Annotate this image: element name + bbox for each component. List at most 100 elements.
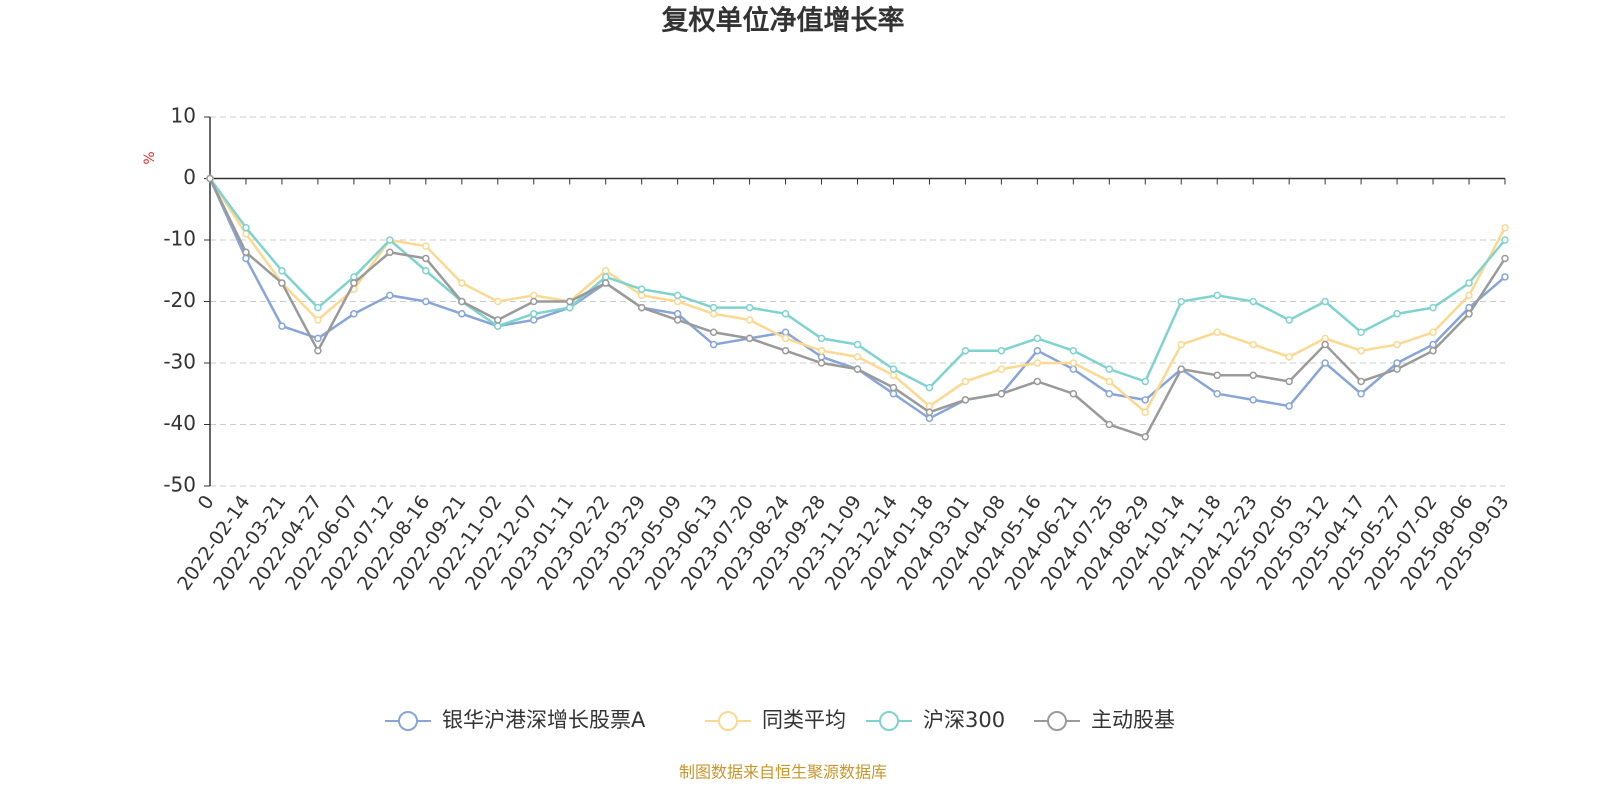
point	[206, 174, 214, 183]
point	[817, 346, 826, 355]
point	[853, 353, 862, 361]
point	[1249, 340, 1257, 349]
point	[278, 322, 286, 330]
y-axis-label: %	[142, 151, 158, 164]
point	[1357, 390, 1365, 398]
point	[1285, 353, 1293, 361]
legend-label: 银华沪港深增长股票A	[442, 708, 646, 732]
point	[565, 297, 574, 306]
point	[1141, 433, 1150, 441]
point	[242, 248, 250, 257]
legend-label: 同类平均	[762, 708, 846, 732]
legend-icon	[398, 711, 418, 731]
point	[889, 383, 898, 392]
point	[1213, 390, 1221, 398]
point	[1501, 223, 1509, 232]
point	[350, 310, 358, 318]
point	[745, 334, 754, 343]
point	[1501, 273, 1509, 281]
point	[1465, 310, 1473, 318]
point	[1105, 365, 1114, 373]
point	[637, 303, 646, 312]
point	[1357, 377, 1365, 386]
point	[350, 279, 358, 287]
point	[1213, 371, 1221, 380]
point	[1321, 334, 1329, 343]
point	[745, 303, 754, 312]
point	[1285, 316, 1293, 324]
point	[386, 236, 394, 244]
point	[601, 267, 610, 275]
series-line	[208, 177, 1507, 415]
legend-label: 主动股基	[1091, 708, 1175, 732]
point	[278, 279, 286, 287]
point	[817, 334, 826, 343]
point	[1285, 402, 1293, 410]
point	[1141, 408, 1150, 416]
y-tick-label: -40	[163, 411, 196, 435]
point	[997, 390, 1006, 398]
point	[278, 267, 286, 275]
point	[709, 310, 718, 318]
point	[530, 291, 538, 300]
point	[1249, 396, 1257, 404]
point	[565, 303, 574, 312]
point	[1501, 236, 1509, 244]
legend-icon	[1047, 711, 1067, 731]
series-line	[208, 177, 1506, 420]
point	[673, 310, 682, 318]
point	[1105, 377, 1114, 386]
point	[745, 316, 754, 324]
point	[1069, 346, 1078, 355]
point	[1429, 328, 1437, 336]
point	[889, 365, 898, 373]
point	[925, 414, 934, 423]
point	[817, 353, 826, 361]
point	[1105, 390, 1114, 398]
point	[1393, 359, 1401, 367]
point	[386, 248, 394, 257]
point	[242, 223, 250, 232]
point	[1177, 365, 1185, 373]
point	[925, 383, 934, 392]
point	[637, 291, 646, 300]
point	[1249, 297, 1257, 306]
source-note: 制图数据来自恒生聚源数据库	[679, 763, 887, 782]
point	[781, 346, 790, 355]
point	[889, 371, 898, 380]
point	[1213, 328, 1221, 336]
point	[1357, 328, 1365, 336]
y-tick-label: -30	[163, 350, 196, 374]
point	[1321, 340, 1329, 349]
point	[1033, 377, 1042, 386]
point	[781, 334, 790, 343]
y-tick-label: 0	[183, 165, 196, 189]
y-tick-label: -10	[163, 227, 196, 251]
point	[997, 365, 1006, 373]
point	[386, 291, 394, 300]
legend-label: 沪深300	[923, 708, 1005, 732]
point	[601, 279, 610, 287]
point	[1393, 365, 1401, 373]
point	[1429, 303, 1437, 312]
point	[673, 297, 682, 306]
point	[997, 346, 1006, 355]
point	[458, 279, 466, 287]
point	[817, 359, 826, 367]
point	[1429, 346, 1437, 355]
point	[350, 273, 358, 281]
point	[458, 310, 466, 318]
point	[781, 310, 790, 318]
point	[422, 242, 430, 250]
point	[637, 285, 646, 293]
point	[709, 303, 718, 312]
point	[314, 303, 322, 312]
point	[1465, 279, 1473, 287]
point	[1069, 365, 1078, 373]
point	[314, 316, 322, 324]
point	[1429, 340, 1437, 349]
point	[1105, 420, 1114, 429]
point	[1501, 254, 1509, 263]
point	[1033, 346, 1042, 355]
